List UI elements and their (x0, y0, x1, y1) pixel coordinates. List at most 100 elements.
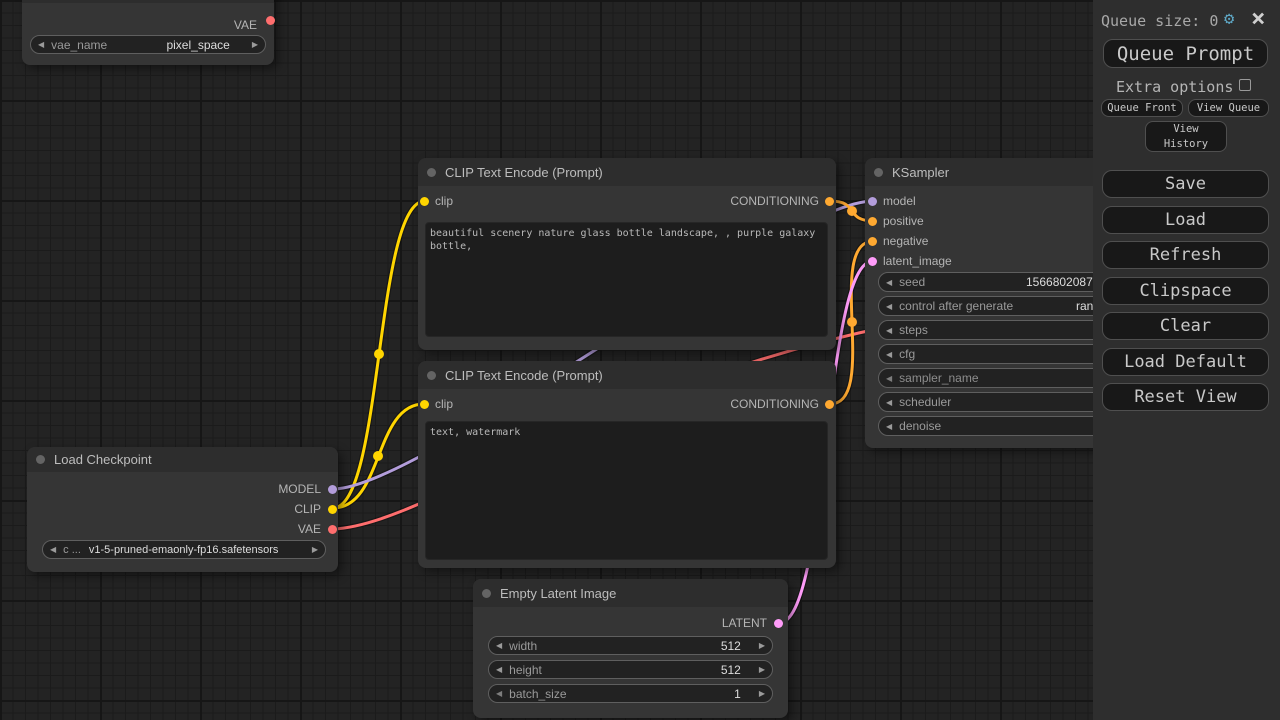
node-title: Empty Latent Image (500, 585, 617, 601)
clear-button[interactable]: Clear (1102, 312, 1269, 340)
widget-label: seed (899, 275, 926, 289)
decrement-arrow-icon[interactable]: ◀ (886, 397, 893, 407)
collapse-dot-icon[interactable] (427, 370, 436, 380)
prompt-textarea[interactable]: beautiful scenery nature glass bottle la… (425, 222, 828, 337)
view-history-button[interactable]: View History (1145, 121, 1227, 152)
widget-value: 15668020871 (1026, 275, 1100, 289)
width-widget[interactable]: ◀ width 512 ▶ (488, 636, 773, 655)
height-widget[interactable]: ◀ height 512 ▶ (488, 660, 773, 679)
input-dot-positive[interactable] (868, 217, 877, 226)
sampler-name-widget[interactable]: ◀ sampler_name (878, 368, 1112, 388)
node-empty-latent-image[interactable]: Empty Latent Image LATENT ◀ width 512 ▶ … (473, 579, 788, 718)
node-titlebar[interactable]: CLIP Text Encode (Prompt) (418, 158, 836, 186)
widget-label: cfg (899, 347, 916, 361)
node-load-checkpoint[interactable]: Load Checkpoint MODEL CLIP VAE ◀ c ... v… (27, 447, 338, 572)
node-titlebar[interactable]: Load Checkpoint (27, 447, 338, 472)
extra-options-checkbox[interactable] (1239, 79, 1251, 91)
load-default-button[interactable]: Load Default (1102, 348, 1269, 376)
increment-arrow-icon[interactable]: ▶ (758, 689, 765, 698)
widget-label: steps (899, 323, 928, 337)
decrement-arrow-icon[interactable]: ◀ (50, 545, 57, 554)
widget-label: denoise (899, 419, 942, 433)
output-dot-vae[interactable] (328, 525, 337, 534)
decrement-arrow-icon[interactable]: ◀ (886, 349, 893, 359)
output-slot-conditioning: CONDITIONING (730, 194, 819, 208)
comfy-menu-panel: Queue size: 0 ⚙ × Queue Prompt Extra opt… (1093, 0, 1280, 720)
denoise-widget[interactable]: ◀ denoise (878, 416, 1112, 436)
link-midpoint-dot (847, 317, 857, 327)
queue-front-button[interactable]: Queue Front (1101, 99, 1183, 117)
prompt-textarea[interactable]: text, watermark (425, 421, 828, 560)
output-dot-model[interactable] (328, 485, 337, 494)
input-slot-model: model (883, 194, 916, 208)
node-clip-text-encode-positive[interactable]: CLIP Text Encode (Prompt) clip CONDITION… (418, 158, 836, 350)
control-after-generate-widget[interactable]: ◀ control after generate randomize (878, 296, 1112, 316)
decrement-arrow-icon[interactable]: ◀ (886, 277, 893, 287)
output-dot-conditioning[interactable] (825, 197, 834, 206)
collapse-dot-icon[interactable] (482, 588, 491, 598)
output-dot-latent[interactable] (774, 619, 783, 628)
widget-label: vae_name (51, 37, 108, 52)
widget-value: v1-5-pruned-emaonly-fp16.safetensors (88, 543, 279, 556)
input-slot-negative: negative (883, 234, 929, 248)
node-titlebar[interactable]: CLIP Text Encode (Prompt) (418, 361, 836, 389)
output-dot-clip[interactable] (328, 505, 337, 514)
settings-gear-icon[interactable]: ⚙ (1224, 9, 1235, 29)
increment-arrow-icon[interactable]: ▶ (311, 545, 318, 554)
batch-size-widget[interactable]: ◀ batch_size 1 ▶ (488, 684, 773, 703)
close-icon[interactable]: × (1251, 4, 1266, 32)
output-slot-conditioning: CONDITIONING (730, 397, 819, 411)
node-titlebar[interactable]: KSampler (865, 158, 1125, 186)
node-titlebar[interactable]: Empty Latent Image (473, 579, 788, 607)
output-dot-vae[interactable] (266, 16, 275, 25)
input-dot-clip[interactable] (420, 197, 429, 206)
cfg-widget[interactable]: ◀ cfg (878, 344, 1112, 364)
output-slot-vae: VAE (297, 522, 321, 536)
increment-arrow-icon[interactable]: ▶ (251, 40, 258, 49)
increment-arrow-icon[interactable]: ▶ (758, 641, 765, 650)
node-title: Load Checkpoint (54, 452, 152, 467)
input-dot-model[interactable] (868, 197, 877, 206)
ckpt-name-widget[interactable]: ◀ c ... v1-5-pruned-emaonly-fp16.safeten… (42, 540, 326, 559)
clipspace-button[interactable]: Clipspace (1102, 277, 1269, 305)
node-titlebar[interactable] (22, 0, 274, 3)
input-dot-negative[interactable] (868, 237, 877, 246)
output-slot-latent: LATENT (721, 616, 767, 630)
steps-widget[interactable]: ◀ steps (878, 320, 1112, 340)
widget-value: 512 (720, 662, 741, 677)
input-dot-latent-image[interactable] (868, 257, 877, 266)
collapse-dot-icon[interactable] (36, 455, 45, 464)
queue-prompt-button[interactable]: Queue Prompt (1103, 39, 1268, 68)
node-clip-text-encode-negative[interactable]: CLIP Text Encode (Prompt) clip CONDITION… (418, 361, 836, 568)
decrement-arrow-icon[interactable]: ◀ (496, 641, 503, 650)
input-slot-clip: clip (435, 194, 454, 208)
collapse-dot-icon[interactable] (874, 167, 883, 177)
decrement-arrow-icon[interactable]: ◀ (496, 665, 503, 674)
reset-view-button[interactable]: Reset View (1102, 383, 1269, 411)
decrement-arrow-icon[interactable]: ◀ (496, 689, 503, 698)
decrement-arrow-icon[interactable]: ◀ (886, 373, 893, 383)
node-vae-loader[interactable]: VAE ◀ vae_name pixel_space ▶ (22, 0, 275, 65)
widget-value: 1 (734, 686, 741, 701)
collapse-dot-icon[interactable] (427, 167, 436, 177)
output-slot-model: MODEL (278, 482, 321, 496)
output-dot-conditioning[interactable] (825, 400, 834, 409)
refresh-button[interactable]: Refresh (1102, 241, 1269, 269)
input-slot-clip: clip (435, 397, 454, 411)
scheduler-widget[interactable]: ◀ scheduler (878, 392, 1112, 412)
vae-name-widget[interactable]: ◀ vae_name pixel_space ▶ (30, 35, 266, 54)
load-button[interactable]: Load (1102, 206, 1269, 234)
decrement-arrow-icon[interactable]: ◀ (886, 325, 893, 335)
decrement-arrow-icon[interactable]: ◀ (38, 40, 45, 49)
save-button[interactable]: Save (1102, 170, 1269, 198)
node-ksampler[interactable]: KSampler model positive negative latent_… (865, 158, 1125, 448)
seed-widget[interactable]: ◀ seed 15668020871 (878, 272, 1112, 292)
input-dot-clip[interactable] (420, 400, 429, 409)
node-title: KSampler (892, 164, 950, 180)
decrement-arrow-icon[interactable]: ◀ (886, 301, 893, 311)
view-queue-button[interactable]: View Queue (1188, 99, 1269, 117)
output-slot-clip: CLIP (294, 502, 321, 516)
increment-arrow-icon[interactable]: ▶ (758, 665, 765, 674)
decrement-arrow-icon[interactable]: ◀ (886, 421, 893, 431)
